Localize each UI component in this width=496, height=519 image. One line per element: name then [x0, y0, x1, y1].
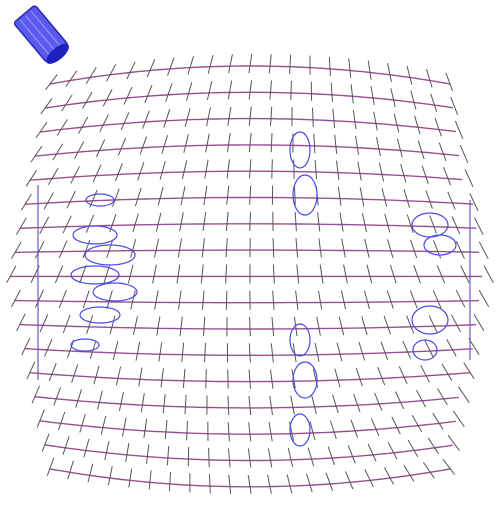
- grid-tick: [206, 369, 207, 388]
- grid-tick: [291, 81, 292, 100]
- page: (() => { const NS = 'http://www.w3.org/2…: [0, 0, 496, 519]
- grid-tick: [209, 448, 210, 467]
- background: [0, 0, 496, 519]
- grid-tick: [294, 160, 295, 179]
- grid-tick: [226, 291, 227, 310]
- drawing-canvas: [0, 0, 496, 519]
- grid-tick: [187, 421, 188, 440]
- grid-tick: [272, 159, 273, 178]
- grid-tick: [228, 370, 229, 389]
- grid-tick: [273, 238, 274, 257]
- grid-tick: [250, 317, 251, 336]
